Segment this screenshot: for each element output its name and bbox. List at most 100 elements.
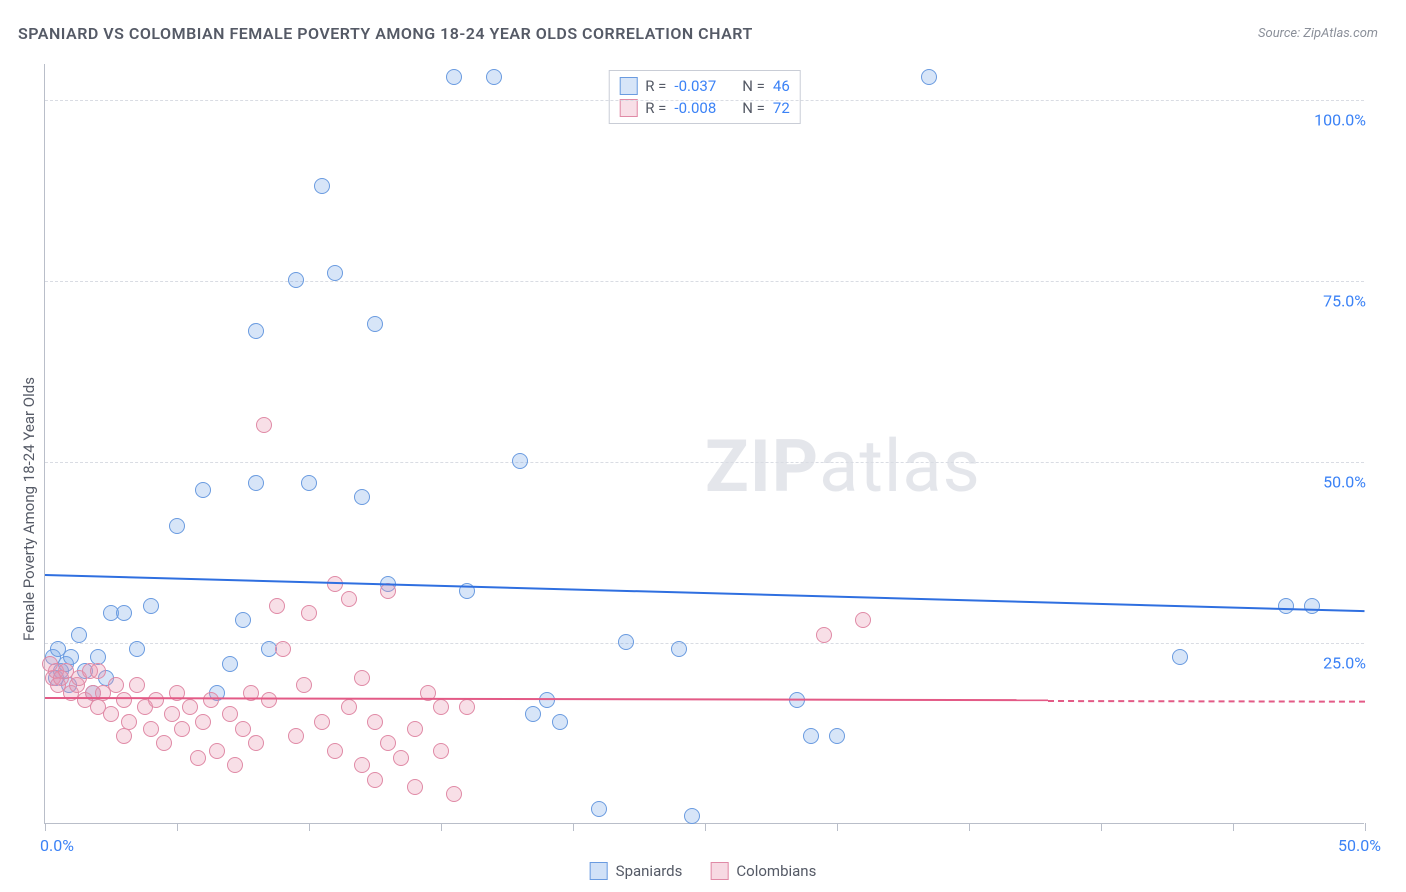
scatter-point bbox=[275, 641, 291, 657]
gridline bbox=[45, 281, 1364, 282]
watermark-rest: atlas bbox=[819, 424, 981, 509]
scatter-point bbox=[327, 743, 343, 759]
legend-correlation: R =-0.037N =46R =-0.008N =72 bbox=[608, 70, 801, 124]
scatter-point bbox=[354, 670, 370, 686]
gridline bbox=[45, 100, 1364, 101]
scatter-point bbox=[367, 316, 383, 332]
scatter-point bbox=[314, 178, 330, 194]
scatter-point bbox=[354, 489, 370, 505]
scatter-point bbox=[855, 612, 871, 628]
scatter-point bbox=[433, 699, 449, 715]
scatter-point bbox=[829, 728, 845, 744]
scatter-point bbox=[195, 714, 211, 730]
scatter-point bbox=[1172, 649, 1188, 665]
y-axis-label: 75.0% bbox=[1317, 292, 1366, 311]
scatter-point bbox=[182, 699, 198, 715]
legend-r-label: R = bbox=[645, 77, 666, 95]
x-tick bbox=[837, 823, 838, 831]
trend-line bbox=[45, 574, 1365, 612]
scatter-point bbox=[684, 808, 700, 824]
scatter-point bbox=[433, 743, 449, 759]
scatter-point bbox=[209, 743, 225, 759]
legend-correlation-row: R = -0.037 N = 46 bbox=[619, 75, 790, 97]
scatter-point bbox=[341, 699, 357, 715]
scatter-point bbox=[393, 750, 409, 766]
scatter-point bbox=[671, 641, 687, 657]
scatter-point bbox=[296, 677, 312, 693]
legend-r-value: -0.037 bbox=[674, 77, 716, 95]
scatter-point bbox=[222, 706, 238, 722]
scatter-point bbox=[248, 475, 264, 491]
scatter-point bbox=[816, 627, 832, 643]
x-tick bbox=[573, 823, 574, 831]
scatter-point bbox=[301, 605, 317, 621]
y-axis-label: 100.0% bbox=[1308, 111, 1366, 130]
scatter-point bbox=[591, 801, 607, 817]
scatter-point bbox=[129, 641, 145, 657]
scatter-point bbox=[248, 323, 264, 339]
legend-swatch bbox=[619, 77, 637, 95]
scatter-point bbox=[367, 772, 383, 788]
scatter-point bbox=[227, 757, 243, 773]
scatter-point bbox=[407, 721, 423, 737]
legend-n-value: 46 bbox=[773, 77, 790, 95]
trend-line-extension bbox=[1048, 700, 1365, 703]
scatter-point bbox=[195, 482, 211, 498]
scatter-point bbox=[143, 598, 159, 614]
scatter-point bbox=[341, 591, 357, 607]
y-axis-label: 50.0% bbox=[1317, 473, 1366, 492]
scatter-point bbox=[190, 750, 206, 766]
x-axis-label: 0.0% bbox=[40, 836, 74, 855]
scatter-point bbox=[174, 721, 190, 737]
watermark: ZIPatlas bbox=[705, 424, 981, 509]
x-tick bbox=[969, 823, 970, 831]
chart-title: SPANIARD VS COLOMBIAN FEMALE POVERTY AMO… bbox=[18, 24, 753, 43]
scatter-point bbox=[116, 728, 132, 744]
x-tick bbox=[1101, 823, 1102, 831]
x-tick bbox=[177, 823, 178, 831]
scatter-point bbox=[367, 714, 383, 730]
scatter-point bbox=[256, 417, 272, 433]
x-tick bbox=[1365, 823, 1366, 831]
scatter-point bbox=[248, 735, 264, 751]
scatter-point bbox=[71, 627, 87, 643]
y-axis-title: Female Poverty Among 18-24 Year Olds bbox=[20, 377, 38, 641]
scatter-point bbox=[116, 692, 132, 708]
legend-swatch bbox=[710, 862, 728, 880]
scatter-point bbox=[380, 735, 396, 751]
legend-swatch bbox=[619, 99, 637, 117]
source-attribution: Source: ZipAtlas.com bbox=[1258, 26, 1378, 41]
legend-series-item: Colombians bbox=[710, 862, 816, 880]
scatter-point bbox=[314, 714, 330, 730]
legend-series: Spaniards Colombians bbox=[590, 862, 817, 880]
scatter-point bbox=[235, 721, 251, 737]
x-tick bbox=[1233, 823, 1234, 831]
scatter-point bbox=[407, 779, 423, 795]
scatter-point bbox=[803, 728, 819, 744]
legend-series-item: Spaniards bbox=[590, 862, 683, 880]
legend-n-value: 72 bbox=[773, 99, 790, 117]
scatter-point bbox=[1278, 598, 1294, 614]
scatter-point bbox=[552, 714, 568, 730]
scatter-point bbox=[354, 757, 370, 773]
scatter-point bbox=[116, 605, 132, 621]
x-tick bbox=[705, 823, 706, 831]
scatter-point bbox=[446, 786, 462, 802]
scatter-point bbox=[235, 612, 251, 628]
gridline bbox=[45, 643, 1364, 644]
scatter-point bbox=[121, 714, 137, 730]
scatter-point bbox=[525, 706, 541, 722]
legend-n-label: N = bbox=[742, 77, 765, 95]
scatter-point bbox=[288, 728, 304, 744]
scatter-point bbox=[446, 69, 462, 85]
scatter-point bbox=[103, 706, 119, 722]
legend-series-label: Spaniards bbox=[616, 862, 683, 880]
legend-swatch bbox=[590, 862, 608, 880]
legend-series-label: Colombians bbox=[736, 862, 816, 880]
x-tick bbox=[309, 823, 310, 831]
x-tick bbox=[441, 823, 442, 831]
scatter-point bbox=[169, 518, 185, 534]
gridline bbox=[45, 462, 1364, 463]
scatter-point bbox=[486, 69, 502, 85]
scatter-point bbox=[203, 692, 219, 708]
